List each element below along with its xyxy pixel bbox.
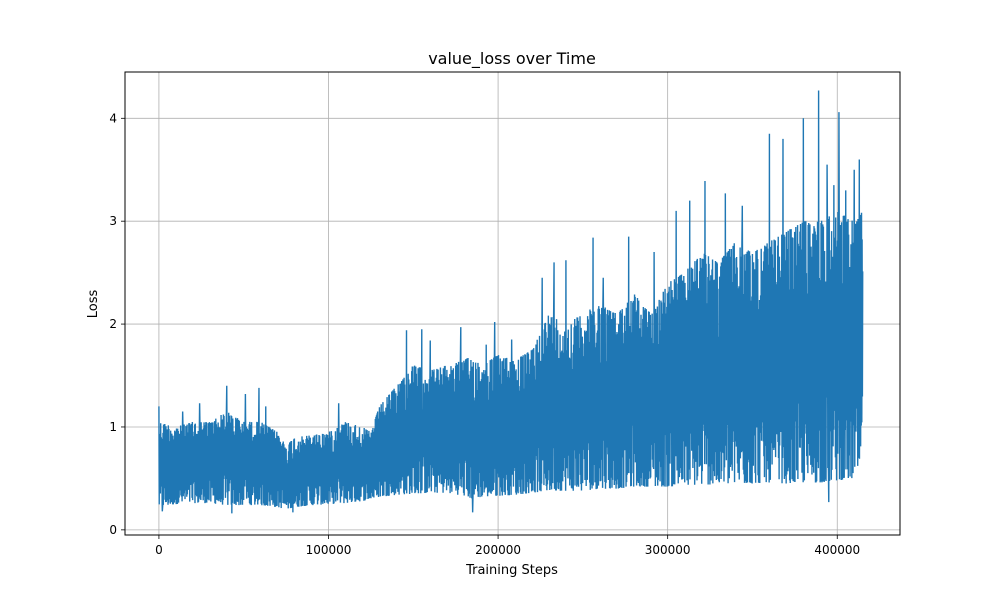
y-axis-ticks: 0 1 2 3 4 xyxy=(109,111,125,537)
x-axis-ticks: 0 100000 200000 300000 400000 xyxy=(155,535,860,557)
y-tick-label: 4 xyxy=(109,111,117,125)
x-tick-label: 100000 xyxy=(306,543,352,557)
y-tick-label: 0 xyxy=(109,523,117,537)
x-tick-label: 0 xyxy=(155,543,163,557)
series-value-loss xyxy=(158,90,864,514)
plot-frame xyxy=(124,71,901,536)
chart-title: value_loss over Time xyxy=(428,49,596,69)
x-tick-label: 300000 xyxy=(645,543,691,557)
x-tick-label: 400000 xyxy=(814,543,860,557)
y-tick-label: 3 xyxy=(109,214,117,228)
y-axis-label: Loss xyxy=(86,290,101,319)
y-tick-label: 1 xyxy=(109,420,117,434)
x-tick-label: 200000 xyxy=(475,543,521,557)
value-loss-line xyxy=(158,90,864,514)
x-axis-label: Training Steps xyxy=(465,563,558,578)
y-tick-label: 2 xyxy=(109,317,117,331)
